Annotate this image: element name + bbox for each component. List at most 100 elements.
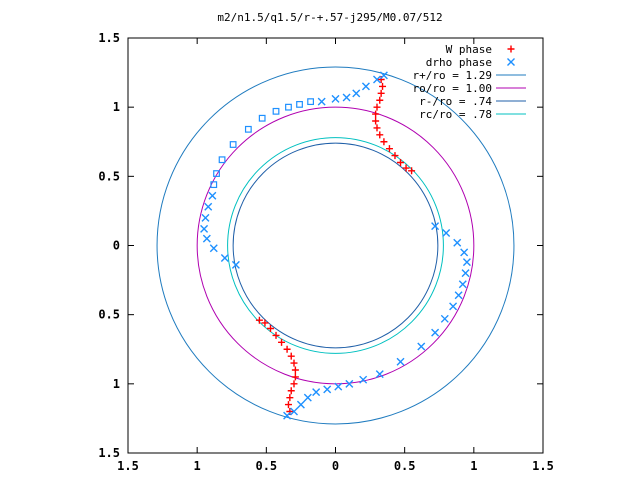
w-phase-point (385, 145, 393, 153)
drho-square-point (307, 98, 314, 106)
legend-label: drho phase (426, 56, 492, 69)
x-tick-label: 1 (470, 459, 477, 473)
drho-square-point (210, 181, 218, 189)
w-phase-point (286, 394, 294, 402)
w-phase-point (397, 159, 405, 166)
y-tick-label: 1.5 (98, 31, 120, 45)
data-points (200, 71, 471, 420)
drho-phase-point (396, 357, 405, 366)
legend-key (507, 45, 515, 53)
legend-label: rc/ro = .78 (419, 108, 492, 121)
drho-phase-point (342, 93, 351, 102)
drho-phase-point (296, 400, 305, 409)
drho-square-point (218, 156, 226, 164)
legend-label: r-/ro = .74 (419, 95, 492, 108)
drho-phase-point (202, 234, 211, 243)
w-phase-point (402, 164, 410, 172)
drho-phase-point (454, 291, 463, 300)
drho-phase-point (417, 342, 426, 351)
drho-phase-point (204, 202, 213, 211)
y-tick-label: 1.5 (98, 446, 120, 460)
legend-label: W phase (446, 43, 492, 56)
drho-square-point (213, 170, 220, 177)
drho-phase-point (461, 269, 470, 278)
drho-square-point (244, 125, 252, 133)
circle-r-0_78 (227, 137, 444, 354)
w-phase-point (372, 117, 380, 125)
drho-phase-point (220, 253, 229, 262)
legend-key (507, 58, 515, 66)
y-tick-label: 1 (113, 100, 120, 114)
drho-phase-point (208, 191, 217, 200)
x-tick-label: 0 (332, 459, 339, 473)
y-tick-label: 0 (113, 239, 120, 253)
w-phase-point (287, 352, 295, 360)
drho-phase-point (449, 302, 458, 311)
drho-phase-point (200, 224, 209, 233)
w-phase-point (376, 131, 384, 139)
axis-ticks: 1.5 1 0.5 0 0.5 1 1.51.510.500.511.5 (98, 31, 554, 473)
drho-phase-point (303, 393, 312, 402)
w-phase-point (391, 152, 399, 160)
drho-phase-point (373, 75, 381, 84)
drho-phase-point (440, 314, 449, 323)
drho-phase-point (334, 382, 343, 391)
w-phase-point (377, 89, 385, 97)
drho-phase-point (345, 379, 354, 388)
w-phase-point (266, 325, 274, 332)
legend-label: ro/ro = 1.00 (413, 82, 492, 95)
w-phase-point (284, 401, 292, 409)
w-phase-point (372, 110, 380, 118)
w-phase-point (373, 124, 381, 132)
w-phase-point (290, 380, 298, 388)
y-tick-label: 1 (113, 377, 120, 391)
drho-phase-point (323, 385, 332, 394)
x-tick-label: 1.5 (532, 459, 554, 473)
drho-square-point (296, 100, 303, 108)
drho-phase-point (283, 411, 292, 420)
w-phase-point (373, 103, 381, 111)
w-phase-point (291, 373, 299, 381)
drho-phase-point (431, 328, 440, 337)
drho-phase-point (359, 375, 368, 384)
w-phase-point (283, 345, 291, 353)
x-tick-label: 0.5 (394, 459, 416, 473)
drho-phase-point (209, 244, 218, 253)
w-phase-point (290, 359, 298, 367)
x-tick-label: 1.5 (117, 459, 139, 473)
drho-phase-point (312, 388, 321, 397)
legend-label: r+/ro = 1.29 (413, 69, 492, 82)
w-phase-point (376, 96, 384, 104)
drho-square-point (229, 141, 237, 148)
drho-phase-point (331, 94, 340, 103)
w-phase-point (255, 316, 263, 324)
circle-r-1_29 (156, 66, 515, 425)
drho-phase-point (431, 222, 440, 231)
drho-phase-point (379, 71, 388, 80)
circle-r-0_74 (232, 142, 439, 349)
drho-phase-point (290, 407, 298, 416)
drho-phase-point (352, 89, 361, 98)
drho-phase-point (201, 213, 210, 222)
drho-square-point (258, 114, 266, 122)
w-phase-point (287, 387, 295, 395)
drho-phase-point (462, 258, 471, 267)
drho-phase-point (375, 370, 384, 379)
drho-phase-point (460, 248, 469, 257)
reference-circles (156, 66, 515, 425)
circle-r-1 (196, 106, 475, 385)
drho-phase-point (453, 238, 462, 247)
drho-phase-point (231, 260, 240, 269)
drho-phase-point (361, 82, 370, 91)
chart-title: m2/n1.5/q1.5/r-+.57-j295/M0.07/512 (217, 11, 442, 24)
y-tick-label: 0.5 (98, 308, 120, 322)
x-tick-label: 0.5 (255, 459, 277, 473)
w-phase-point (261, 319, 269, 327)
w-phase-point (278, 338, 286, 346)
drho-phase-point (458, 280, 467, 289)
w-phase-point (379, 82, 387, 90)
drho-phase-point (442, 229, 451, 238)
w-phase-point (272, 331, 280, 339)
